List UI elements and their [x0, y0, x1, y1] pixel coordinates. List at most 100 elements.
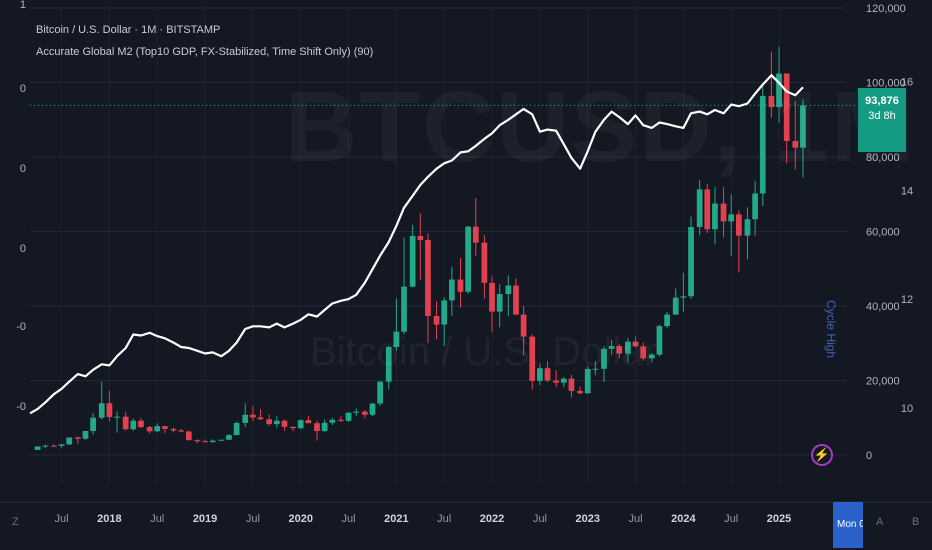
time-tick-label: Jul: [724, 513, 738, 525]
candle-up: [226, 435, 232, 440]
name-watermark: Bitcoin / U.S. Dollar: [310, 330, 657, 374]
zoom-button[interactable]: Z: [12, 516, 19, 528]
candle-down: [170, 428, 177, 431]
candle-down: [735, 214, 742, 236]
candle-down: [783, 73, 790, 141]
price-axis[interactable]: 0 20,000 40,000 60,000 80,000 100,000 120,000: [866, 3, 906, 462]
time-tick-label: Jul: [629, 513, 643, 525]
candle-down: [553, 380, 560, 383]
time-axis[interactable]: Jul 2018 Jul 2019 Jul 2020 Jul 2021 Jul 2022 Jul 20…: [0, 501, 932, 525]
candle-down: [146, 427, 153, 432]
candle-down: [305, 420, 312, 424]
candle-up: [218, 439, 225, 441]
candle-down: [513, 285, 519, 315]
candle-up: [353, 411, 360, 413]
cycle-high-label: Cycle High: [824, 300, 838, 359]
time-tick-label: 2023: [575, 513, 599, 525]
price-tick-label: 100,000: [866, 78, 906, 90]
left-tick-label: 1: [20, 0, 26, 11]
candle-down: [520, 314, 527, 337]
candle-up: [209, 440, 216, 443]
candle-down: [720, 203, 727, 222]
candle-down: [632, 341, 639, 347]
candle-up: [321, 422, 328, 431]
candle-up: [34, 446, 41, 450]
candle-up: [592, 368, 599, 370]
candle-up: [329, 419, 336, 423]
candle-down: [577, 390, 583, 394]
left-tick-label: 0: [20, 163, 26, 175]
bar-countdown: 3d 8h: [868, 110, 896, 122]
auto-scale-button[interactable]: A: [876, 516, 884, 528]
candle-up: [393, 331, 400, 347]
candle-up: [345, 412, 352, 421]
candle-down: [185, 431, 192, 441]
candle-up: [696, 189, 703, 228]
candle-down: [417, 235, 424, 241]
candle-down: [433, 316, 440, 325]
candle-down: [529, 336, 536, 381]
candle-up: [242, 414, 249, 423]
time-tick-label: Jul: [246, 513, 260, 525]
candle-down: [162, 426, 168, 429]
price-tick-label: 120,000: [866, 3, 906, 15]
candle-up: [664, 314, 670, 327]
last-price-value: 93,876: [865, 95, 899, 107]
candle-up: [672, 297, 679, 315]
log-scale-button[interactable]: B: [912, 516, 920, 528]
main-series-legend[interactable]: Bitcoin / U.S. Dollar · 1M · BITSTAMP: [36, 24, 221, 36]
candle-up: [759, 95, 766, 194]
global-m2-line: [29, 74, 804, 415]
candle-down: [178, 430, 185, 432]
candle-up: [505, 285, 512, 295]
candle-up: [441, 300, 448, 325]
candle-up: [297, 420, 304, 429]
time-tick-label: Jul: [150, 513, 164, 525]
candle-down: [122, 416, 129, 430]
candle-up: [608, 346, 615, 349]
candle-down: [74, 437, 81, 439]
candle-up: [688, 227, 694, 297]
candle-down: [616, 346, 623, 354]
candle-up: [377, 381, 383, 404]
candle-up: [98, 403, 105, 418]
candle-up: [58, 444, 65, 446]
m2-tick-label: 10: [901, 403, 913, 415]
candle-down: [640, 346, 647, 359]
candle-up: [648, 354, 655, 359]
candle-down: [704, 189, 711, 230]
candle-down: [266, 419, 273, 425]
candle-up: [728, 214, 735, 222]
m2-tick-label: 12: [901, 294, 913, 306]
candle-down: [361, 411, 368, 415]
price-tick-label: 40,000: [866, 301, 900, 313]
candle-down: [544, 368, 551, 381]
candle-down: [338, 419, 344, 421]
candle-down: [481, 242, 488, 283]
candle-up: [401, 286, 407, 332]
candle-up: [114, 416, 120, 418]
price-tick-label: 60,000: [866, 227, 900, 239]
candle-up: [449, 279, 455, 301]
candle-up: [625, 341, 631, 354]
indicator-legend[interactable]: Accurate Global M2 (Top10 GDP, FX-Stabil…: [36, 46, 374, 58]
candle-down: [250, 414, 256, 418]
candle-up: [656, 326, 663, 355]
last-price-tag: 93,876 3d 8h: [858, 88, 906, 152]
left-tick-label: -0: [16, 321, 26, 333]
lightning-icon[interactable]: ⚡: [811, 444, 833, 466]
candle-up: [385, 346, 392, 382]
time-tick-label: Jul: [55, 513, 69, 525]
candle-up: [369, 403, 376, 415]
candle-down: [257, 417, 264, 420]
time-tick-label: 2021: [384, 513, 408, 525]
m2-line-group: [29, 74, 804, 415]
m2-tick-label: 16: [901, 77, 913, 89]
candle-up: [496, 294, 503, 312]
candle-up: [800, 105, 806, 148]
time-tick-label: 2025: [767, 513, 791, 525]
m2-axis[interactable]: 10 12 14 16: [901, 77, 913, 415]
grid-lines: [30, 6, 846, 484]
left-tick-label: 0: [20, 83, 26, 95]
